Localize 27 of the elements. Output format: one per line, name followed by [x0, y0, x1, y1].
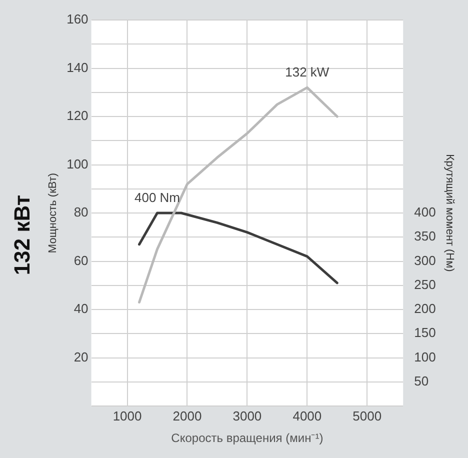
x-tick-label: 2000: [172, 408, 202, 424]
x-tick-label: 1000: [112, 408, 142, 424]
x-tick-label: 5000: [352, 408, 382, 424]
y2-tick-label: 400: [414, 204, 436, 220]
x-tick-label: 3000: [232, 408, 262, 424]
y-tick-label: 160: [66, 12, 88, 27]
y2-tick-label: 100: [414, 349, 436, 364]
y2-tick-label: 50: [414, 373, 429, 388]
y-tick-label: 80: [74, 204, 88, 220]
annotation: 132 kW: [285, 64, 330, 80]
y-tick-label: 100: [66, 156, 88, 172]
x-tick-label: 4000: [292, 408, 322, 424]
y-tick-label: 60: [74, 252, 88, 268]
x-axis-title: Скорость вращения (мин⁻¹): [171, 431, 324, 446]
y-tick-label: 120: [66, 108, 88, 124]
y2-tick-label: 150: [414, 325, 436, 340]
text: 132 кВт: [9, 194, 34, 276]
y-tick-label: 20: [74, 349, 88, 364]
annotation: 400 Nm: [134, 190, 180, 206]
y2-tick-label: 200: [414, 301, 436, 316]
y2-tick-label: 250: [414, 276, 436, 292]
y2-tick-label: 300: [414, 252, 436, 268]
y2-axis-title: Крутящий момент (Нм): [443, 154, 456, 272]
y-tick-label: 140: [66, 60, 88, 75]
y-tick-label: 40: [74, 301, 88, 316]
y-axis-title: Мощность (кВт): [47, 172, 60, 254]
y2-tick-label: 350: [414, 228, 436, 244]
